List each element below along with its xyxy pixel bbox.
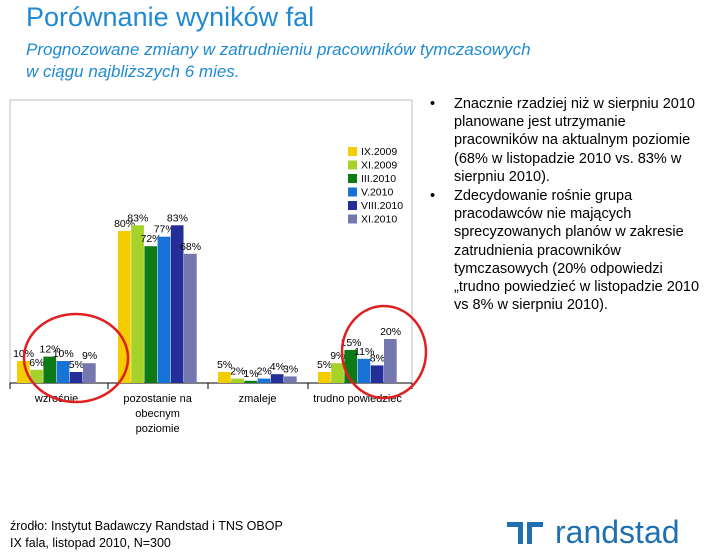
bar: [157, 236, 171, 383]
bar: [83, 363, 96, 383]
legend-swatch: [348, 147, 357, 156]
bar: [284, 376, 297, 383]
bar: [257, 378, 271, 383]
bar: [370, 365, 384, 383]
category-label-line: zmaleje: [239, 393, 277, 405]
bar-value-label: 12%: [39, 344, 60, 356]
bullet-list: • Znacznie rzadziej niż w sierpniu 2010 …: [428, 95, 703, 315]
legend-label: VIII.2010: [361, 200, 403, 212]
bar: [231, 378, 244, 383]
bar: [17, 361, 30, 383]
bar: [218, 372, 231, 383]
randstad-logo: randstad: [507, 514, 680, 550]
bar-value-label: 83%: [127, 212, 148, 224]
category-label: trudno powiedzieć: [313, 393, 402, 405]
category-label-line: pozostanie na: [123, 393, 192, 405]
legend-swatch: [348, 174, 357, 183]
category-label: zmaleje: [239, 393, 277, 405]
randstad-logo-mark: [507, 522, 543, 544]
bar: [184, 253, 197, 383]
source-note: źrodło: Instytut Badawczy Randstad i TNS…: [10, 518, 283, 552]
legend-label: IX.2009: [361, 146, 397, 158]
subtitle-line-2: w ciągu najbliższych 6 mies.: [26, 62, 240, 81]
bar-value-label: 1%: [243, 368, 258, 380]
bullet-item: • Zdecydowanie rośnie grupa pracodawców …: [428, 187, 703, 314]
legend-swatch: [348, 160, 357, 170]
bullet-marker: •: [430, 96, 436, 112]
page-title: Porównanie wyników fal: [26, 2, 315, 32]
bar: [318, 372, 331, 383]
bullet-item: • Znacznie rzadziej niż w sierpniu 2010 …: [428, 95, 703, 186]
bar: [384, 339, 397, 383]
bar: [244, 380, 258, 383]
highlight-circle: [340, 304, 428, 400]
category-label-line: poziomie: [136, 423, 180, 435]
bar-value-label: 68%: [180, 241, 201, 253]
bar: [118, 231, 131, 383]
category-label-line: obecnym: [135, 408, 180, 420]
legend-label: XI.2009: [361, 160, 397, 172]
bar-value-label: 80%: [114, 218, 135, 230]
bar-value-label: 6%: [29, 357, 44, 369]
category-label: pozostanie na obecnym poziomie: [123, 393, 192, 435]
bullet-text: Zdecydowanie rośnie grupa pracodawców ni…: [454, 188, 700, 314]
bar: [56, 361, 70, 383]
bar-value-label: 8%: [370, 352, 385, 364]
bar-value-label: 72%: [140, 233, 161, 245]
bar: [69, 372, 83, 383]
legend-label: V.2010: [361, 187, 393, 199]
bar: [270, 374, 284, 383]
legend-swatch: [348, 214, 357, 224]
legend-label: III.2010: [361, 173, 396, 185]
bar-value-label: 5%: [217, 359, 232, 371]
legend-swatch: [348, 187, 357, 197]
bar-value-label: 5%: [69, 359, 84, 371]
bar: [144, 246, 158, 383]
bar-value-label: 20%: [380, 326, 401, 338]
bar-value-label: 2%: [230, 366, 245, 378]
subtitle-line-1: Prognozowane zmiany w zatrudnieniu praco…: [26, 40, 531, 59]
bar-value-label: 4%: [270, 361, 285, 373]
randstad-logo-text: randstad: [555, 514, 680, 550]
bar: [357, 358, 371, 383]
bullet-marker: •: [430, 188, 436, 205]
bar-value-label: 5%: [317, 359, 332, 371]
legend-swatch: [348, 201, 357, 210]
bar-value-label: 11%: [354, 346, 374, 358]
bullet-text: Znacznie rzadziej niż w sierpniu 2010 pl…: [454, 96, 695, 185]
highlight-circle: [22, 312, 130, 404]
category-label-line: trudno powiedzieć: [313, 393, 402, 405]
page-subtitle: Prognozowane zmiany w zatrudnieniu praco…: [26, 39, 666, 83]
legend-label: XI.2010: [361, 214, 397, 226]
bar-value-label: 77%: [154, 224, 175, 236]
source-line-2: IX fala, listopad 2010, N=300: [10, 536, 171, 550]
bar-value-label: 15%: [340, 337, 361, 349]
bar: [170, 225, 184, 383]
bar-value-label: 2%: [257, 366, 272, 378]
bar: [43, 356, 57, 383]
bar: [131, 225, 144, 383]
source-line-1: źrodło: Instytut Badawczy Randstad i TNS…: [10, 519, 283, 533]
bar-value-label: 10%: [53, 348, 74, 360]
bar-value-label: 9%: [82, 350, 97, 362]
bar: [331, 363, 344, 383]
bar-value-label: 3%: [283, 363, 298, 375]
bar: [30, 369, 43, 383]
bar-value-label: 83%: [167, 212, 188, 224]
